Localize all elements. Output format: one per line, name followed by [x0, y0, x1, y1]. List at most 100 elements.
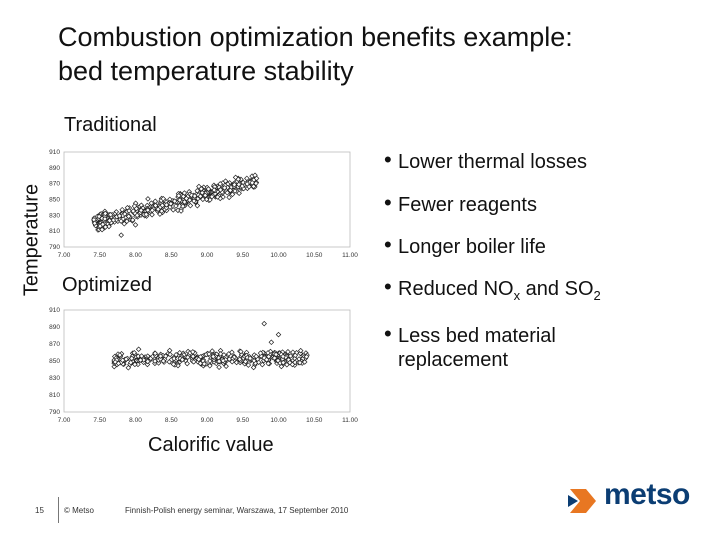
- scatter-point: [247, 355, 253, 362]
- scatter-point: [287, 353, 294, 359]
- scatter-point: [138, 353, 145, 359]
- scatter-point: [135, 353, 142, 360]
- scatter-point: [111, 363, 117, 370]
- scatter-point: [171, 198, 178, 204]
- scatter-point: [238, 348, 244, 355]
- scatter-point: [206, 351, 212, 357]
- scatter-point: [181, 190, 188, 196]
- scatter-point: [176, 349, 183, 356]
- scatter-outlier: [118, 232, 124, 238]
- scatter-point: [209, 348, 215, 354]
- scatter-point: [229, 191, 236, 198]
- scatter-point: [233, 359, 240, 366]
- scatter-point: [122, 211, 128, 217]
- y-tick-label: 790: [49, 244, 60, 251]
- scatter-point: [155, 360, 162, 366]
- scatter-point: [239, 183, 245, 189]
- scatter-point: [171, 355, 177, 362]
- scatter-point: [102, 210, 109, 217]
- scatter-point: [203, 196, 210, 203]
- metso-logo-mark-icon: [568, 489, 596, 513]
- scatter-point: [166, 347, 173, 354]
- scatter-point: [115, 360, 122, 367]
- scatter-point: [106, 217, 113, 224]
- scatter-point: [148, 200, 155, 206]
- scatter-point: [155, 206, 161, 212]
- scatter-point: [190, 359, 197, 365]
- y-tick-label: 910: [49, 307, 60, 314]
- scatter-point: [296, 356, 302, 362]
- scatter-outlier: [261, 320, 267, 327]
- scatter-point: [145, 196, 151, 202]
- x-tick-label: 9.50: [236, 417, 249, 424]
- x-tick-label: 8.00: [129, 417, 142, 424]
- optimized-scatter-chart: 910 890 870 850 830 810 790 7.00 7.50 8.00 8.50 9.0…: [40, 304, 370, 430]
- x-tick-label: 11.00: [342, 417, 358, 424]
- y-tick-label: 810: [49, 392, 60, 399]
- scatter-point: [191, 198, 197, 204]
- scatter-point: [243, 349, 250, 356]
- scatter-point: [99, 226, 105, 233]
- scatter-point: [244, 175, 250, 182]
- scatter-point: [157, 353, 164, 359]
- scatter-point: [197, 360, 204, 367]
- scatter-point: [253, 175, 260, 182]
- scatter-point: [173, 203, 179, 209]
- scatter-point: [135, 361, 141, 368]
- x-tick-label: 7.50: [93, 252, 106, 259]
- x-tick-label: 9.50: [236, 252, 249, 259]
- scatter-point: [91, 220, 98, 227]
- scatter-point: [149, 207, 155, 214]
- scatter-point: [180, 203, 186, 210]
- scatter-point: [170, 361, 177, 367]
- x-tick-label: 7.00: [58, 252, 71, 259]
- scatter-point: [257, 350, 264, 356]
- scatter-point: [199, 189, 205, 196]
- scatter-point: [244, 181, 250, 187]
- scatter-point: [178, 208, 184, 214]
- y-tick-label: 850: [49, 197, 60, 204]
- scatter-point: [129, 217, 136, 223]
- scatter-point: [292, 352, 298, 359]
- scatter-point: [181, 199, 188, 205]
- scatter-point: [214, 194, 221, 200]
- scatter-point: [236, 190, 242, 196]
- scatter-point: [130, 208, 136, 214]
- scatter-point: [125, 213, 132, 220]
- scatter-point: [249, 180, 255, 186]
- y-tick-label: 890: [49, 324, 60, 331]
- scatter-point: [232, 188, 238, 194]
- bullet-item: Lower thermal losses: [382, 148, 712, 174]
- scatter-point: [220, 357, 226, 364]
- scatter-point: [236, 181, 242, 188]
- scatter-point: [285, 349, 291, 355]
- scatter-point: [183, 195, 190, 202]
- x-tick-label: 9.00: [201, 252, 214, 259]
- y-tick-label: 910: [49, 149, 60, 156]
- scatter-point: [157, 211, 163, 217]
- scatter-point: [124, 218, 130, 225]
- scatter-point: [195, 356, 202, 363]
- footer-divider: [58, 497, 59, 523]
- scatter-point: [144, 358, 151, 365]
- plot-area: [63, 151, 351, 248]
- scatter-point: [119, 357, 126, 363]
- page-number: 15: [35, 506, 44, 515]
- x-tick-label: 7.00: [58, 417, 71, 424]
- scatter-point: [152, 350, 158, 357]
- scatter-point: [217, 187, 224, 193]
- scatter-point: [129, 355, 135, 362]
- bullet-item: Fewer reagents: [382, 191, 712, 217]
- scatter-point: [197, 193, 204, 200]
- scatter-point: [162, 353, 169, 359]
- scatter-point: [207, 197, 213, 203]
- y-tick-label: 830: [49, 212, 60, 219]
- optimized-label: Optimized: [62, 274, 153, 296]
- x-tick-label: 10.00: [270, 417, 287, 424]
- scatter-point: [138, 207, 144, 214]
- scatter-point: [226, 356, 233, 362]
- scatter-point: [102, 224, 109, 230]
- scatter-point: [134, 212, 140, 219]
- scatter-outlier: [275, 331, 282, 338]
